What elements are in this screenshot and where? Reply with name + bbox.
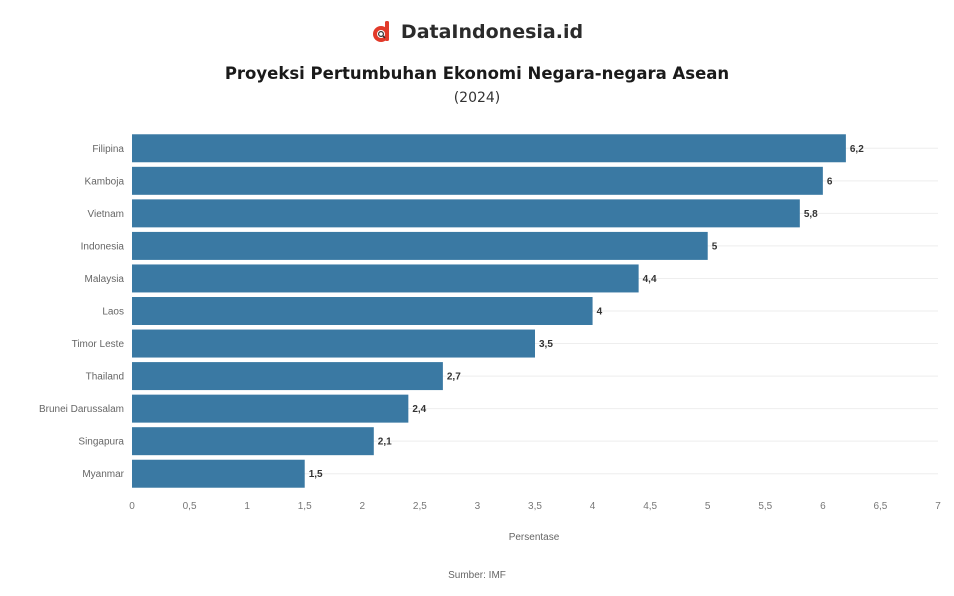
value-label: 4: [597, 307, 603, 318]
bar: [132, 166, 823, 195]
category-label: Indonesia: [81, 241, 125, 252]
x-tick-label: 5,5: [758, 501, 772, 512]
x-tick-label: 4,5: [643, 501, 657, 512]
bar: [132, 394, 409, 423]
value-label: 3,5: [539, 339, 553, 350]
x-tick-label: 4: [590, 501, 596, 512]
x-tick-label: 2: [360, 501, 366, 512]
source-note: Sumber: IMF: [448, 570, 506, 581]
brand-name: DataIndonesia.id: [400, 21, 584, 43]
value-label: 5,8: [804, 209, 818, 220]
category-label: Singapura: [78, 437, 124, 448]
x-tick-label: 0: [129, 501, 135, 512]
value-label: 6: [827, 176, 833, 187]
value-label: 2,1: [378, 437, 392, 448]
bar: [132, 199, 800, 228]
bar: [132, 427, 374, 456]
chart-title: Proyeksi Pertumbuhan Ekonomi Negara-nega…: [224, 64, 730, 83]
value-label: 2,7: [447, 372, 461, 383]
category-label: Myanmar: [82, 469, 124, 480]
x-tick-labels: 0 0,5 1 1,5 2 2,5 3 3,5 4 4,5 5 5,5 6 6,5 7: [129, 501, 941, 512]
bars: [132, 134, 846, 488]
bar: [132, 134, 846, 163]
value-label: 5: [712, 241, 718, 252]
value-labels: 6,2 6 5,8 5 4,4 4 3,5 2,7 2,4 2,1 1,5: [309, 144, 865, 480]
x-tick-label: 7: [935, 501, 941, 512]
x-tick-label: 2,5: [413, 501, 427, 512]
category-label: Brunei Darussalam: [39, 404, 124, 415]
value-label: 1,5: [309, 469, 323, 480]
x-tick-label: 0,5: [183, 501, 197, 512]
category-labels: Filipina Kamboja Vietnam Indonesia Malaysia L…: [39, 144, 125, 480]
bar: [132, 264, 639, 293]
value-label: 2,4: [412, 404, 426, 415]
bar: [132, 297, 593, 325]
x-tick-label: 6: [820, 501, 826, 512]
category-label: Thailand: [86, 372, 124, 383]
x-axis-label: Persentase: [509, 532, 560, 543]
category-label: Vietnam: [87, 209, 124, 220]
value-label: 6,2: [850, 144, 864, 155]
value-label: 4,4: [643, 274, 657, 285]
category-label: Laos: [102, 307, 124, 318]
x-tick-label: 3,5: [528, 501, 542, 512]
category-label: Filipina: [92, 144, 124, 155]
bar: [132, 329, 535, 358]
x-tick-label: 6,5: [873, 501, 887, 512]
dataindonesia-logo-icon: [372, 21, 389, 42]
chart-subtitle: (2024): [453, 90, 501, 106]
category-label: Malaysia: [85, 274, 125, 285]
x-tick-label: 1: [244, 501, 250, 512]
category-label: Timor Leste: [72, 339, 125, 350]
bar: [132, 362, 443, 391]
category-label: Kamboja: [85, 176, 125, 187]
x-tick-label: 3: [475, 501, 481, 512]
bar: [132, 231, 708, 260]
brand-header: DataIndonesia.id: [0, 20, 954, 44]
bar: [132, 459, 305, 488]
x-tick-label: 1,5: [298, 501, 312, 512]
x-tick-label: 5: [705, 501, 711, 512]
